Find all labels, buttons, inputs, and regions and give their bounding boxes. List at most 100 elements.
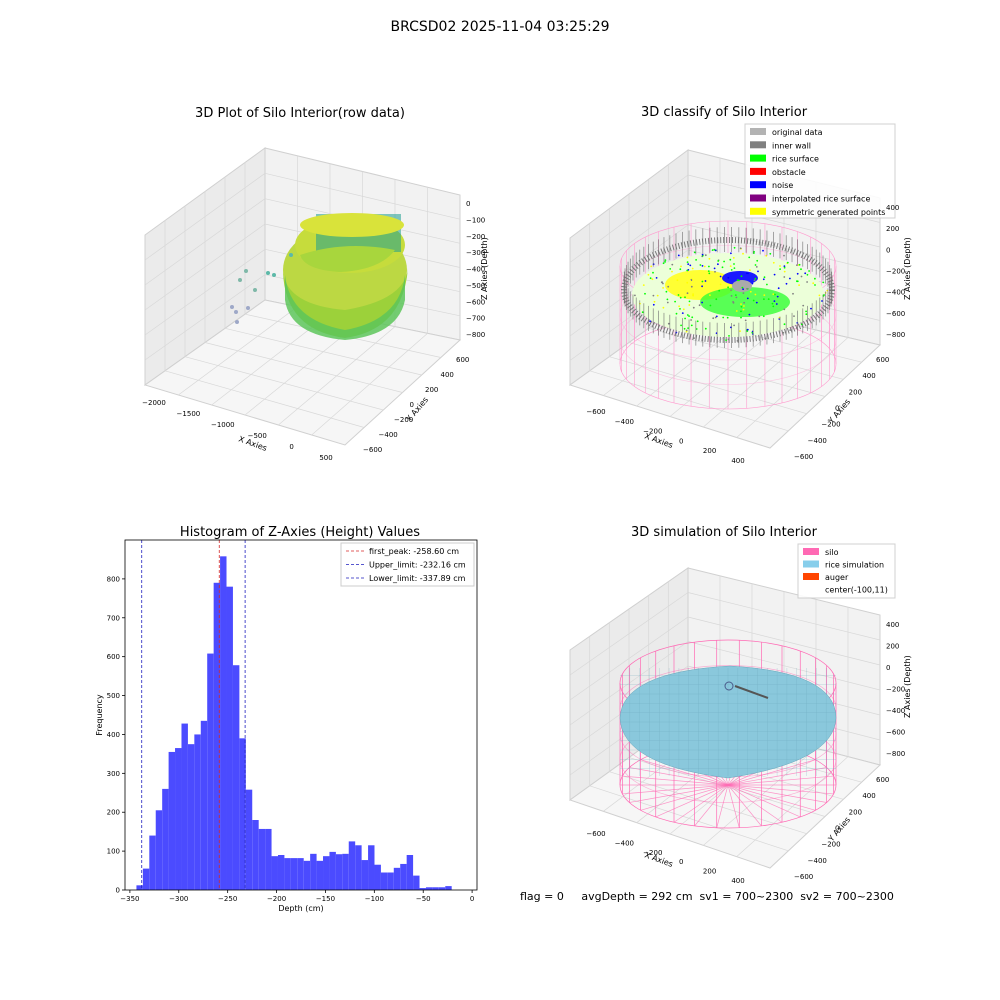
panel4-y-tick: 200 <box>849 808 862 816</box>
panel1-zlabel: Z Axies (Depth) <box>480 237 489 300</box>
panel4-y-tick: 600 <box>876 776 889 784</box>
hist-x-tick-label: −350 <box>120 895 139 903</box>
panel4-legend-swatch <box>803 573 819 580</box>
panel4-x-tick: 200 <box>703 868 716 876</box>
panel2-y-tick: −200 <box>821 421 840 429</box>
panel1-x-tick: −2000 <box>142 399 166 407</box>
panel2-y-tick: 200 <box>849 388 862 396</box>
panel2-z-tick: 200 <box>886 225 899 233</box>
panel2-z-tick: −200 <box>886 268 905 276</box>
panel2-title: 3D classify of Silo Interior <box>641 105 808 120</box>
panel2-legend-swatch <box>750 181 766 189</box>
hist-bar <box>297 858 304 890</box>
hist-bar <box>277 855 285 890</box>
hist-bar <box>252 820 259 890</box>
panel4-y-tick: −400 <box>808 857 827 865</box>
panel1-title: 3D Plot of Silo Interior(row data) <box>195 106 405 121</box>
hist-legend: first_peak: -258.60 cm Upper_limit: -232.… <box>340 542 475 587</box>
panel2-z-tick: −600 <box>886 310 905 318</box>
hist-y-tick-label: 800 <box>107 575 120 583</box>
panel2-legend-swatch <box>750 128 766 135</box>
hist-y-tick-label: 700 <box>107 614 120 622</box>
hist-y-ticks: 0 100 200 300 400 500 600 700 800 <box>107 575 125 895</box>
panel1-y-tick: 0 <box>410 401 414 409</box>
panel2-legend-label: original data <box>772 128 823 137</box>
panel2-legend-label: symmetric generated points <box>772 208 885 217</box>
hist-bar <box>258 828 266 890</box>
panel4-legend-label: center(-100,11) <box>825 586 888 595</box>
panel-simulation: 3D simulation of Silo Interior silo rice … <box>568 525 912 885</box>
panel4-x-tick: 400 <box>731 877 744 885</box>
hist-bar <box>374 864 381 890</box>
panel2-legend-label: interpolated rice surface <box>772 195 870 204</box>
hist-ylabel: Frequency <box>95 694 104 736</box>
hist-bar <box>438 887 446 890</box>
hist-bar <box>380 872 388 890</box>
panel2-x-tick: −200 <box>643 428 662 436</box>
panel4-z-tick: −400 <box>886 707 905 715</box>
panel2-zlabel: Z Axies (Depth) <box>903 237 912 300</box>
panel1-z-tick: −400 <box>466 266 485 274</box>
panel2-classified-points <box>621 227 835 348</box>
hist-x-tick-label: −100 <box>365 895 384 903</box>
panel2-legend-label: noise <box>772 181 793 190</box>
panel4-z-tick: −800 <box>886 750 905 758</box>
panel-histogram: Histogram of Z-Axies (Height) Values −35… <box>95 525 478 913</box>
hist-x-tick-label: −50 <box>416 895 431 903</box>
panel1-y-tick: 400 <box>441 371 454 379</box>
figure-title: BRCSD02 2025-11-04 03:25:29 <box>390 19 609 35</box>
panel2-legend-swatch <box>750 154 766 162</box>
panel2-y-tick: −600 <box>794 453 813 461</box>
panel1-x-tick: 500 <box>319 454 332 462</box>
hist-bar <box>284 858 291 890</box>
panel2-y-tick: −400 <box>808 437 827 445</box>
hist-bar <box>419 888 426 890</box>
panel1-point-cloud <box>230 213 408 340</box>
status-line: flag = 0 avgDepth = 292 cm sv1 = 700~230… <box>520 890 894 903</box>
panel4-y-tick: −600 <box>794 873 813 881</box>
hist-y-tick-label: 600 <box>107 653 120 661</box>
hist-bar <box>368 845 375 890</box>
hist-bar <box>181 723 188 890</box>
hist-bar <box>187 744 195 890</box>
panel1-z-tick: −100 <box>466 216 485 224</box>
panel1-x-tick: −1000 <box>211 421 235 429</box>
panel1-y-tick: −200 <box>394 416 413 424</box>
panel4-x-tick: −400 <box>615 839 634 847</box>
panel2-legend-swatch <box>750 194 766 202</box>
panel2-x-tick: 0 <box>679 437 683 445</box>
panel2-ticks: −600−400−20002004006004002000−200−400−60… <box>586 204 905 465</box>
hist-bar <box>220 556 227 890</box>
hist-y-tick-label: 0 <box>116 887 120 895</box>
panel1-y-tick: −400 <box>379 431 398 439</box>
panel4-y-tick: 0 <box>835 825 839 833</box>
panel1-z-tick: −500 <box>466 282 485 290</box>
hist-vlines <box>141 540 246 890</box>
panel2-legend-label: obstacle <box>772 168 806 177</box>
panel1-z-tick: −700 <box>466 315 485 323</box>
hist-bar <box>432 887 439 890</box>
panel4-legend-swatch <box>803 548 819 555</box>
hist-x-tick-label: 0 <box>470 895 474 903</box>
panel4-z-tick: 400 <box>886 621 899 629</box>
hist-x-tick-label: −150 <box>316 895 335 903</box>
panel1-z-tick: −600 <box>466 298 485 306</box>
panel1-z-tick: −300 <box>466 249 485 257</box>
hist-x-tick-label: −250 <box>218 895 237 903</box>
hist-bar <box>393 867 401 890</box>
panel1-x-tick: −500 <box>248 432 267 440</box>
hist-bar <box>245 789 253 890</box>
panel2-y-tick: 600 <box>876 356 889 364</box>
hist-bar <box>445 886 452 890</box>
hist-bar <box>162 788 169 890</box>
panel4-z-tick: −200 <box>886 686 905 694</box>
hist-bar <box>413 875 420 890</box>
panel2-z-tick: 400 <box>886 204 899 212</box>
hist-bar <box>207 653 214 890</box>
hist-bar <box>155 810 163 890</box>
panel4-legend: silo rice simulation auger center(-100,11) <box>797 543 896 599</box>
hist-bar <box>194 734 201 890</box>
panel2-legend-label: rice surface <box>772 155 819 164</box>
panel1-y-tick: 200 <box>425 386 438 394</box>
